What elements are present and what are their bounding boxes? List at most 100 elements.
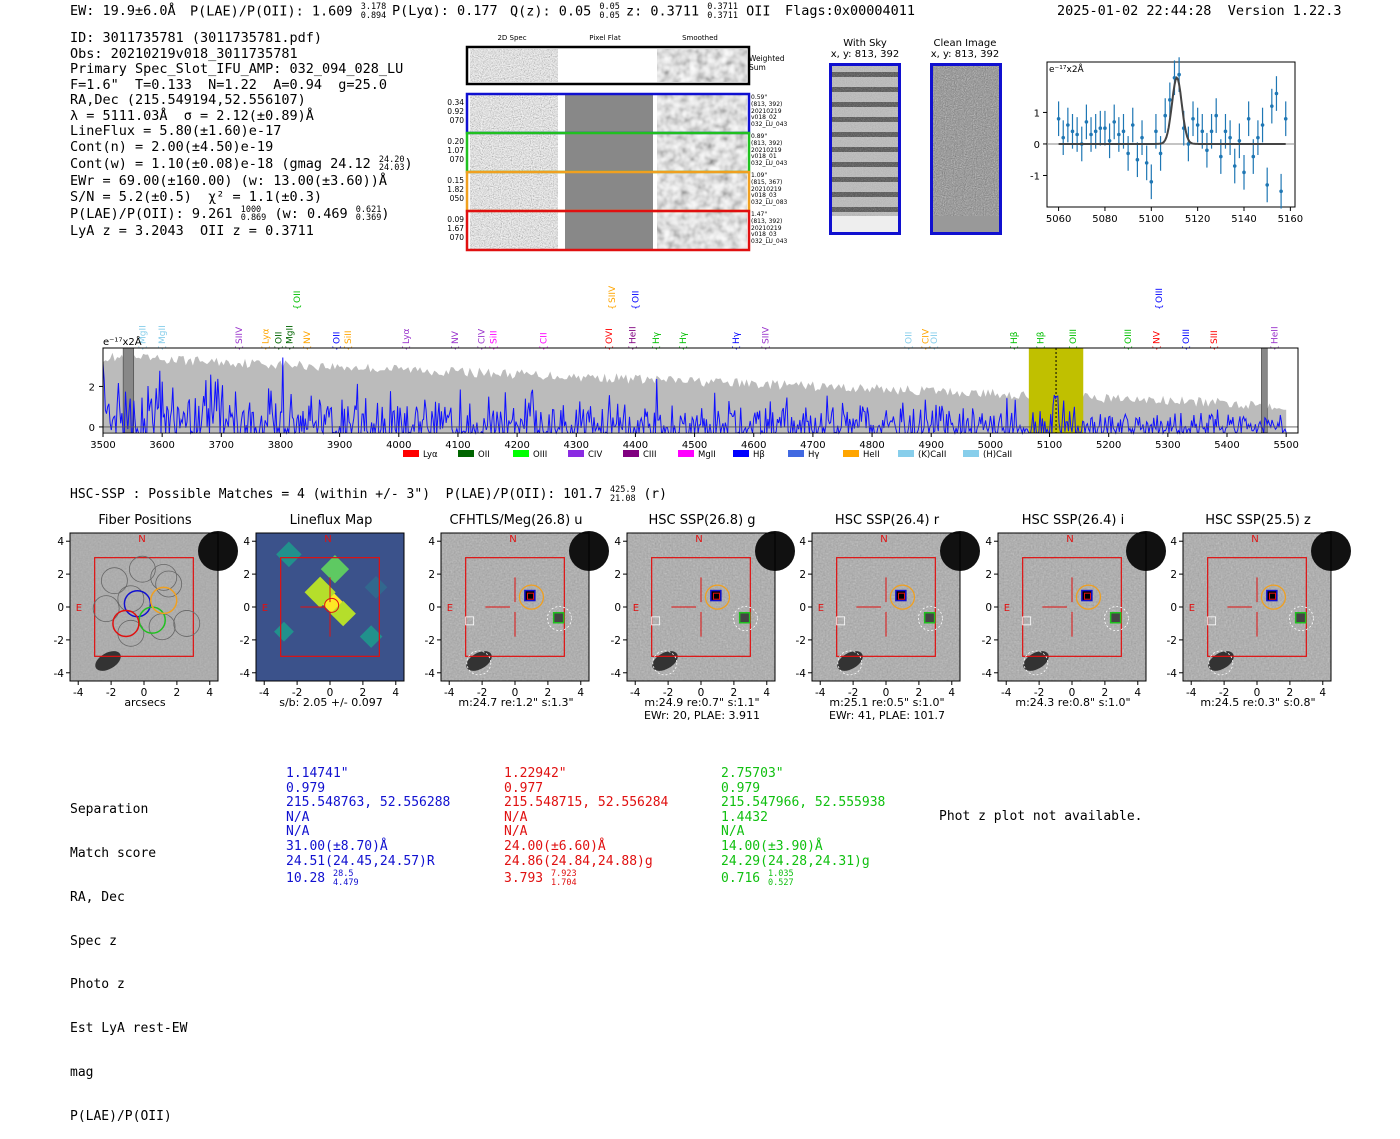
zoom-point	[1061, 135, 1066, 140]
line-label-tick: {	[608, 304, 618, 310]
match-sep: 1.14741"	[286, 766, 349, 781]
thumb-ytick-label: -4	[1167, 668, 1178, 680]
thumbnail-panel: Fiber Positions N E -4 -2 0 2 4 4 2 0 -2 -4 arcsecs	[45, 510, 245, 725]
line-label: Hγ	[652, 331, 662, 344]
thumb-xtick-label: 2	[360, 687, 367, 699]
zoom-point	[1149, 179, 1154, 184]
thumb-xtick-label: 2	[1102, 687, 1109, 699]
spectrum-xtick-label: 5200	[1096, 440, 1121, 451]
thumbnail-title: HSC SSP(26.4) i	[1021, 513, 1125, 528]
match-specz: 1.4432	[721, 809, 768, 825]
fiber-circle	[173, 610, 201, 637]
legend-swatch	[843, 450, 859, 457]
east-label: E	[818, 603, 824, 614]
thumb-ytick-label: -2	[1167, 635, 1177, 647]
match-column: 1.22942" 0.977 215.548715, 52.556284 N/A N/A…	[504, 766, 668, 888]
match-marker-green	[923, 612, 936, 624]
line-label: NV	[1153, 330, 1163, 344]
match-ellipse-orange	[1075, 584, 1102, 610]
thumb-ytick-label: 2	[614, 569, 621, 581]
match-ellipse-white	[1103, 606, 1129, 631]
line-label: OII	[333, 332, 343, 344]
thumb-xtick-label: 0	[512, 687, 519, 699]
line-label: OIII	[1155, 288, 1165, 303]
zoom-point	[1117, 132, 1121, 137]
match-marker-red	[1269, 592, 1277, 600]
line-label: MgII	[139, 325, 149, 344]
match-ellipse-white	[1288, 606, 1314, 631]
zoom-point	[1251, 154, 1256, 159]
thumb-ytick-label: -4	[240, 668, 251, 680]
stamp-2d-image	[470, 173, 558, 210]
thumbnail-panel: CFHTLS/Meg(26.8) u N E -4 -2 0 2 4 4 2 0 -2 -4 m:24.7…	[416, 510, 616, 725]
thumb-xtick-label: 4	[1319, 687, 1326, 699]
north-label: N	[324, 534, 331, 545]
zoom-point	[1191, 116, 1195, 121]
spectrum-xtick-label: 4900	[918, 440, 943, 451]
spectrum-ytick-label: 0	[89, 423, 95, 434]
legend-swatch	[733, 450, 749, 457]
stamp-smooth-image	[657, 173, 747, 210]
stamp-flat-image	[565, 95, 653, 132]
stamp-smooth-image	[657, 95, 747, 132]
match-marker-blue	[895, 589, 907, 602]
thumb-ytick-label: 0	[1170, 602, 1177, 614]
match-marker-blue	[524, 589, 536, 602]
zoom-point	[1056, 116, 1061, 121]
match-plae: 0.716 1.035 0.527	[721, 869, 794, 888]
thumb-noise	[998, 533, 1146, 681]
info-contn: Cont(n) = 2.00(±4.50)e-19	[70, 138, 274, 155]
zoom-point	[1084, 120, 1089, 124]
match-marker-green	[1294, 612, 1307, 624]
info-id: ID: 3011735781 (3011735781.pdf)	[70, 30, 322, 46]
line-label: OIII	[1069, 329, 1079, 344]
line-label: NV	[303, 330, 313, 344]
zoom-point	[1228, 135, 1232, 140]
label-radec: RA, Dec	[70, 889, 125, 905]
header-ew: EW: 19.9±6.0Å	[70, 3, 176, 19]
thumb-ytick-label: 0	[57, 602, 64, 614]
north-label: N	[138, 534, 145, 545]
legend-swatch	[458, 450, 474, 457]
thumb-ytick-label: -2	[240, 635, 250, 647]
legend-swatch	[788, 450, 804, 457]
line-label: Hγ	[732, 331, 742, 344]
line-label: CIV	[478, 328, 488, 344]
label-lya-ew: Est LyA rest-EW	[70, 1021, 188, 1037]
spectrum-error-envelope	[103, 352, 1287, 432]
east-label: E	[262, 603, 268, 614]
match-ellipse-orange	[1260, 584, 1287, 610]
spectrum-xtick-label: 3700	[209, 440, 234, 451]
east-label: E	[1189, 603, 1195, 614]
zoom-point	[1270, 104, 1274, 108]
aperture-box	[1022, 557, 1122, 657]
zoom-point	[1144, 161, 1149, 165]
match-ew: 24.00(±6.60)Å	[504, 838, 606, 854]
thumbnail-title: CFHTLS/Meg(26.8) u	[449, 513, 583, 528]
thumb-ytick-label: 2	[57, 569, 64, 581]
aperture-box	[836, 557, 936, 657]
zoom-point	[1232, 164, 1237, 168]
line-label: SIIV	[762, 326, 772, 344]
thumbnail-caption: m:24.3 re:0.8" s:1.0"	[1015, 696, 1131, 709]
thumb-ytick-label: -4	[796, 668, 807, 680]
line-label-tick: {	[1155, 304, 1165, 310]
zoom-fit-chart: 5060 5080 5100 5120 5140 5160 1 0 -1 e⁻¹⁷x2Å	[1030, 57, 1303, 225]
thumb-ytick-label: 0	[799, 602, 806, 614]
thumb-xtick-label: 0	[141, 687, 148, 699]
thumb-noise	[441, 533, 589, 681]
spectrum-ylabel: e⁻¹⁷x2Å	[103, 335, 142, 348]
match-marker-blue	[710, 589, 722, 602]
thumbnail-panel: Lineflux Map N E -4 -2 0 2 4 4 2 0 -2 -4 s/b: 2.05 +/…	[231, 510, 431, 725]
zoom-point	[1186, 142, 1191, 146]
line-label: OVI	[605, 328, 615, 344]
legend-label: MgII	[698, 450, 716, 460]
zoom-axes-frame	[1046, 61, 1296, 208]
photz-note: Phot z plot not available.	[939, 809, 1143, 824]
thumb-xtick-label: -2	[1034, 687, 1044, 699]
line-label: OII	[905, 332, 915, 344]
match-plae: 3.793 7.923 1.704	[504, 869, 577, 888]
match-mag: 24.51(24.45,24.57)R	[286, 853, 435, 869]
aperture-box	[465, 557, 565, 657]
match-plae: 10.28 28.5 4.479	[286, 869, 359, 888]
